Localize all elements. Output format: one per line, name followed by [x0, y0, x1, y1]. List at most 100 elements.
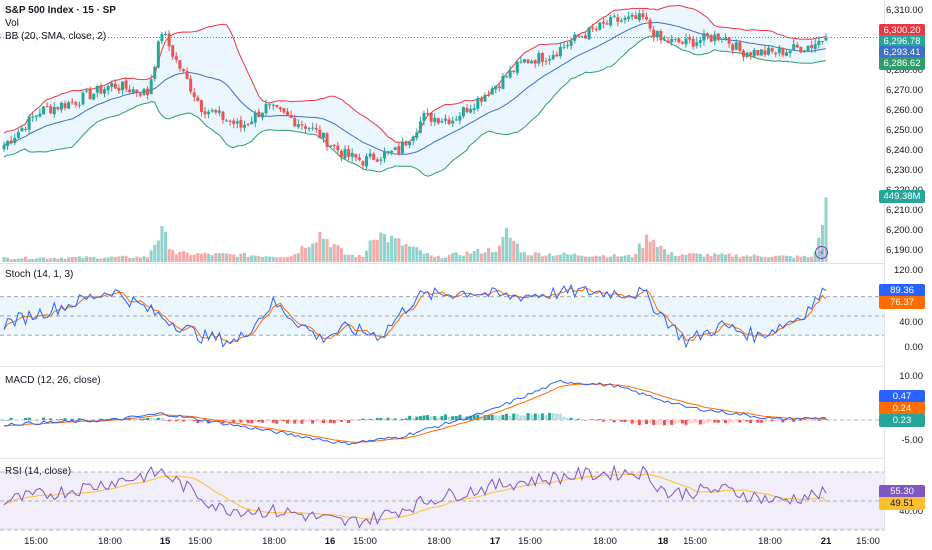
candle-body [623, 17, 627, 20]
candle-body [321, 132, 325, 139]
macd-histogram-bar [189, 420, 193, 421]
stoch-tick-label: 120.00 [893, 265, 923, 276]
macd-histogram-bar [110, 418, 114, 420]
volume-bar [662, 249, 666, 262]
rsi-tick-label: 40.00 [899, 506, 923, 517]
macd-histogram-bar [584, 420, 588, 421]
macd-histogram-bar [731, 420, 735, 423]
macd-histogram-bar [300, 420, 304, 424]
macd-histogram-bar [702, 420, 706, 425]
volume-bar [487, 247, 491, 262]
volume-bar [820, 224, 824, 262]
volume-bar [228, 253, 232, 262]
candle-body [461, 107, 465, 117]
bollinger-legend: BB (20, SMA, close, 2) [5, 31, 107, 42]
volume-bar [476, 248, 480, 262]
candle-body [731, 44, 735, 51]
volume-bar [555, 255, 559, 262]
macd-histogram-bar [95, 420, 99, 421]
candle-body [576, 34, 580, 37]
volume-bar [379, 232, 383, 262]
candle-body [454, 119, 458, 121]
volume-bar [160, 226, 164, 262]
candle-body [357, 157, 361, 161]
volume-bar [810, 256, 814, 262]
candle-body [411, 136, 415, 141]
macd-histogram-bar [408, 415, 412, 420]
candle-body [171, 45, 175, 57]
candle-body [526, 59, 530, 63]
candle-body [6, 140, 10, 147]
volume-bar [752, 254, 756, 262]
candle-body [544, 60, 548, 62]
volume-bar [318, 231, 322, 262]
candle-body [444, 118, 448, 121]
volume-bar [257, 255, 261, 262]
candle-body [59, 102, 63, 110]
macd-histogram-bar [440, 416, 444, 420]
histogram-badge: 0.23 [879, 414, 925, 427]
volume-bar [630, 257, 634, 262]
price-tick-label: 6,280.00 [886, 65, 923, 76]
volume-bar [45, 258, 49, 262]
candle-body [566, 45, 570, 47]
volume-bar [99, 258, 103, 262]
volume-bar [393, 238, 397, 262]
candle-body [307, 128, 311, 130]
macd-histogram-bar [77, 418, 81, 420]
symbol-title: S&P 500 Index · 15 · SP [5, 5, 116, 16]
macd-histogram-bar [566, 418, 570, 420]
volume-bar [41, 257, 45, 262]
lightning-icon[interactable]: ⚡ [815, 246, 828, 259]
candle-body [662, 39, 666, 41]
candle-body [479, 97, 483, 102]
candle-body [203, 111, 207, 115]
time-tick-label: 15:00 [683, 536, 707, 547]
macd-histogram-bar [806, 419, 810, 420]
volume-bar [745, 255, 749, 262]
candle-body [81, 92, 85, 105]
volume-bar [426, 253, 430, 262]
candle-body [135, 89, 139, 93]
volume-bar [720, 253, 724, 262]
macd-histogram-bar [616, 420, 620, 421]
volume-bar [576, 255, 580, 262]
macd-histogram-bar [494, 415, 498, 420]
candle-body [246, 123, 250, 125]
macd-histogram-bar [508, 416, 512, 420]
macd-histogram-bar [146, 417, 150, 420]
candle-body [225, 120, 229, 122]
volume-bar [792, 257, 796, 262]
candle-body [167, 33, 171, 47]
macd-histogram-bar [788, 419, 792, 420]
volume-bar [372, 239, 376, 262]
candle-body [41, 106, 45, 115]
macd-pane-label: MACD (12, 26, close) [5, 375, 101, 386]
volume-bar [497, 245, 501, 262]
volume-bar [339, 248, 343, 262]
candle-body [677, 38, 681, 43]
candle-body [429, 112, 433, 122]
candle-body [156, 41, 160, 68]
candle-body [426, 113, 430, 115]
volume-bar [598, 256, 602, 262]
macd-histogram-bar [38, 420, 42, 421]
volume-bar [239, 253, 243, 262]
volume-bar [221, 253, 225, 262]
candle-body [605, 23, 609, 25]
volume-bar [181, 251, 185, 262]
macd-histogram-bar [734, 420, 738, 421]
volume-bar [512, 240, 516, 262]
candle-body [723, 37, 727, 39]
time-tick-label: 21 [820, 536, 832, 547]
macd-histogram-bar [576, 418, 580, 420]
candle-body [806, 45, 810, 51]
macd-tick-label: -5.00 [901, 435, 923, 446]
macd-histogram-bar [31, 419, 35, 421]
macd-histogram-bar [361, 418, 365, 420]
macd-histogram-bar [347, 420, 351, 424]
macd-histogram-bar [548, 412, 552, 420]
candle-body [469, 109, 473, 113]
volume-bar [242, 253, 246, 262]
